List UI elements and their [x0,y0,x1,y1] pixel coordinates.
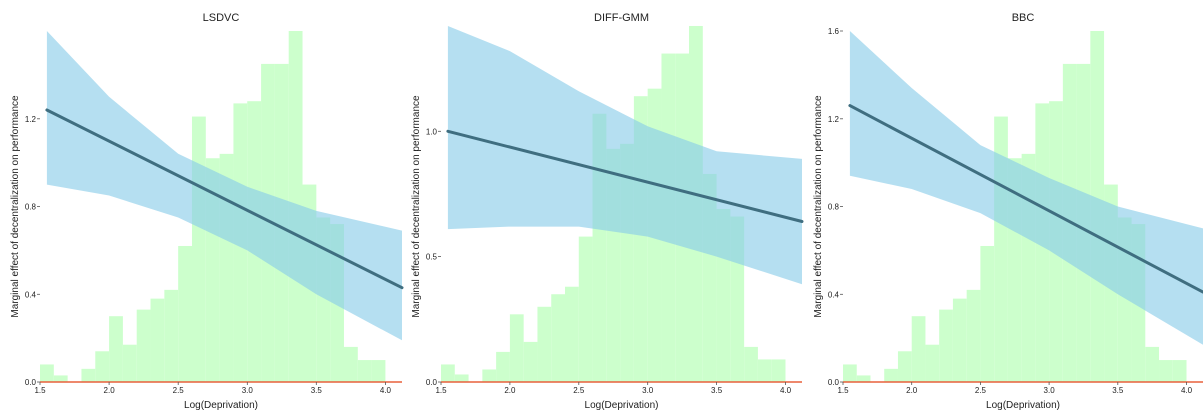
y-tick-label: 1.6 [828,27,840,36]
fit-line [45,108,404,290]
x-tick-label: 3.5 [311,386,323,395]
histogram-bar [1172,360,1187,382]
histogram-bar [371,360,386,382]
chart-title: DIFF-GMM [594,12,649,24]
histogram-bar [509,314,524,382]
x-tick-label: 2.0 [104,386,116,395]
x-tick-label: 2.0 [504,386,516,395]
y-tick-label: 0.4 [25,290,37,299]
histogram-bar [523,341,538,382]
histogram-bar [744,346,758,382]
y-tick-label: 0.4 [828,290,840,299]
x-tick-label: 1.5 [837,386,849,395]
x-tick-label: 3.5 [1112,386,1124,395]
x-tick-label: 1.5 [435,386,447,395]
histogram-bar [578,236,593,382]
x-axis-label: Log(Deprivation) [184,400,258,411]
y-axis-label: Marginal effect of decentralization on p… [813,95,824,318]
histogram-bar [53,375,68,382]
x-tick-label: 4.0 [1181,386,1193,395]
histogram-bar [40,364,54,382]
y-tick-label: 0.0 [25,378,37,387]
histogram-bar [95,351,110,382]
confidence-band [46,31,403,341]
histogram-bar [884,368,898,382]
y-tick-label: 0.5 [426,253,438,262]
confidence-band [447,26,802,285]
y-tick-label: 1.2 [828,115,840,124]
chart-panel-3: 0.0 0.4 0.8 1.2 1.6 1.5 2.0 2.5 3.0 3.5 4.0 BBC Log(… [813,12,1203,411]
histogram-bar [357,360,372,382]
chart-title: LSDVC [203,12,240,24]
chart-panel-2: 0.0 0.5 1.0 1.5 2.0 2.5 3.0 3.5 4.0 DIFF-GMM Log(D… [411,12,804,411]
confidence-band [849,31,1203,345]
histogram-bar [496,351,510,382]
histogram-bar [178,245,192,382]
histogram-bar [966,289,981,382]
chart-panel-1: 0.0 0.4 0.8 1.2 1.5 2.0 2.5 3.0 3.5 4.0 LSDVC Log(D… [10,12,404,411]
histogram-bar [343,346,358,382]
histogram-bar [939,309,953,382]
histogram-bar [164,289,179,382]
fit-line [848,104,1203,294]
histogram-bar [757,359,772,382]
x-tick-label: 2.5 [573,386,585,395]
x-tick-label: 3.0 [1044,386,1056,395]
histogram-bar [454,374,469,382]
x-tick-label: 4.0 [780,386,792,395]
histogram-bar [897,351,912,382]
histogram-bar [952,298,967,382]
histogram-bar [136,309,151,382]
histogram-bar [441,364,455,382]
y-axis-label: Marginal effect of decentralization on p… [411,95,422,318]
histogram-bar [843,364,857,382]
y-tick-label: 1.0 [426,127,438,136]
histogram-bar [565,286,579,382]
x-axis-label: Log(Deprivation) [585,400,659,411]
x-tick-label: 2.0 [906,386,918,395]
x-tick-label: 1.5 [34,386,46,395]
y-tick-label: 0.8 [25,203,37,212]
x-tick-label: 2.5 [975,386,987,395]
histogram-bar [122,344,137,382]
histogram-bar [551,294,566,382]
x-tick-label: 2.5 [173,386,185,395]
x-tick-label: 3.5 [711,386,723,395]
chart-title: BBC [1012,12,1035,24]
histogram-bar [771,359,786,382]
histogram-bar [482,369,497,382]
histogram-bar [856,375,871,382]
histogram-bar [191,116,206,382]
histogram-bar [537,306,552,382]
x-axis-label: Log(Deprivation) [986,400,1060,411]
histogram-bar [81,368,96,382]
histogram-bar [980,245,995,382]
y-axis-label: Marginal effect of decentralization on p… [10,95,21,318]
histogram-bar [1145,346,1160,382]
y-tick-label: 0.0 [828,378,840,387]
histogram-bar [150,298,165,382]
y-tick-label: 0.8 [828,203,840,212]
x-tick-label: 4.0 [380,386,392,395]
histogram-bar [109,316,123,382]
y-tick-label: 1.2 [25,115,37,124]
y-tick-label: 0.0 [426,378,438,387]
histogram-bar [911,316,926,382]
x-tick-label: 3.0 [242,386,254,395]
fit-line [446,129,804,223]
x-tick-label: 3.0 [642,386,654,395]
histogram-bar [925,344,940,382]
histogram-bar [1159,360,1173,382]
